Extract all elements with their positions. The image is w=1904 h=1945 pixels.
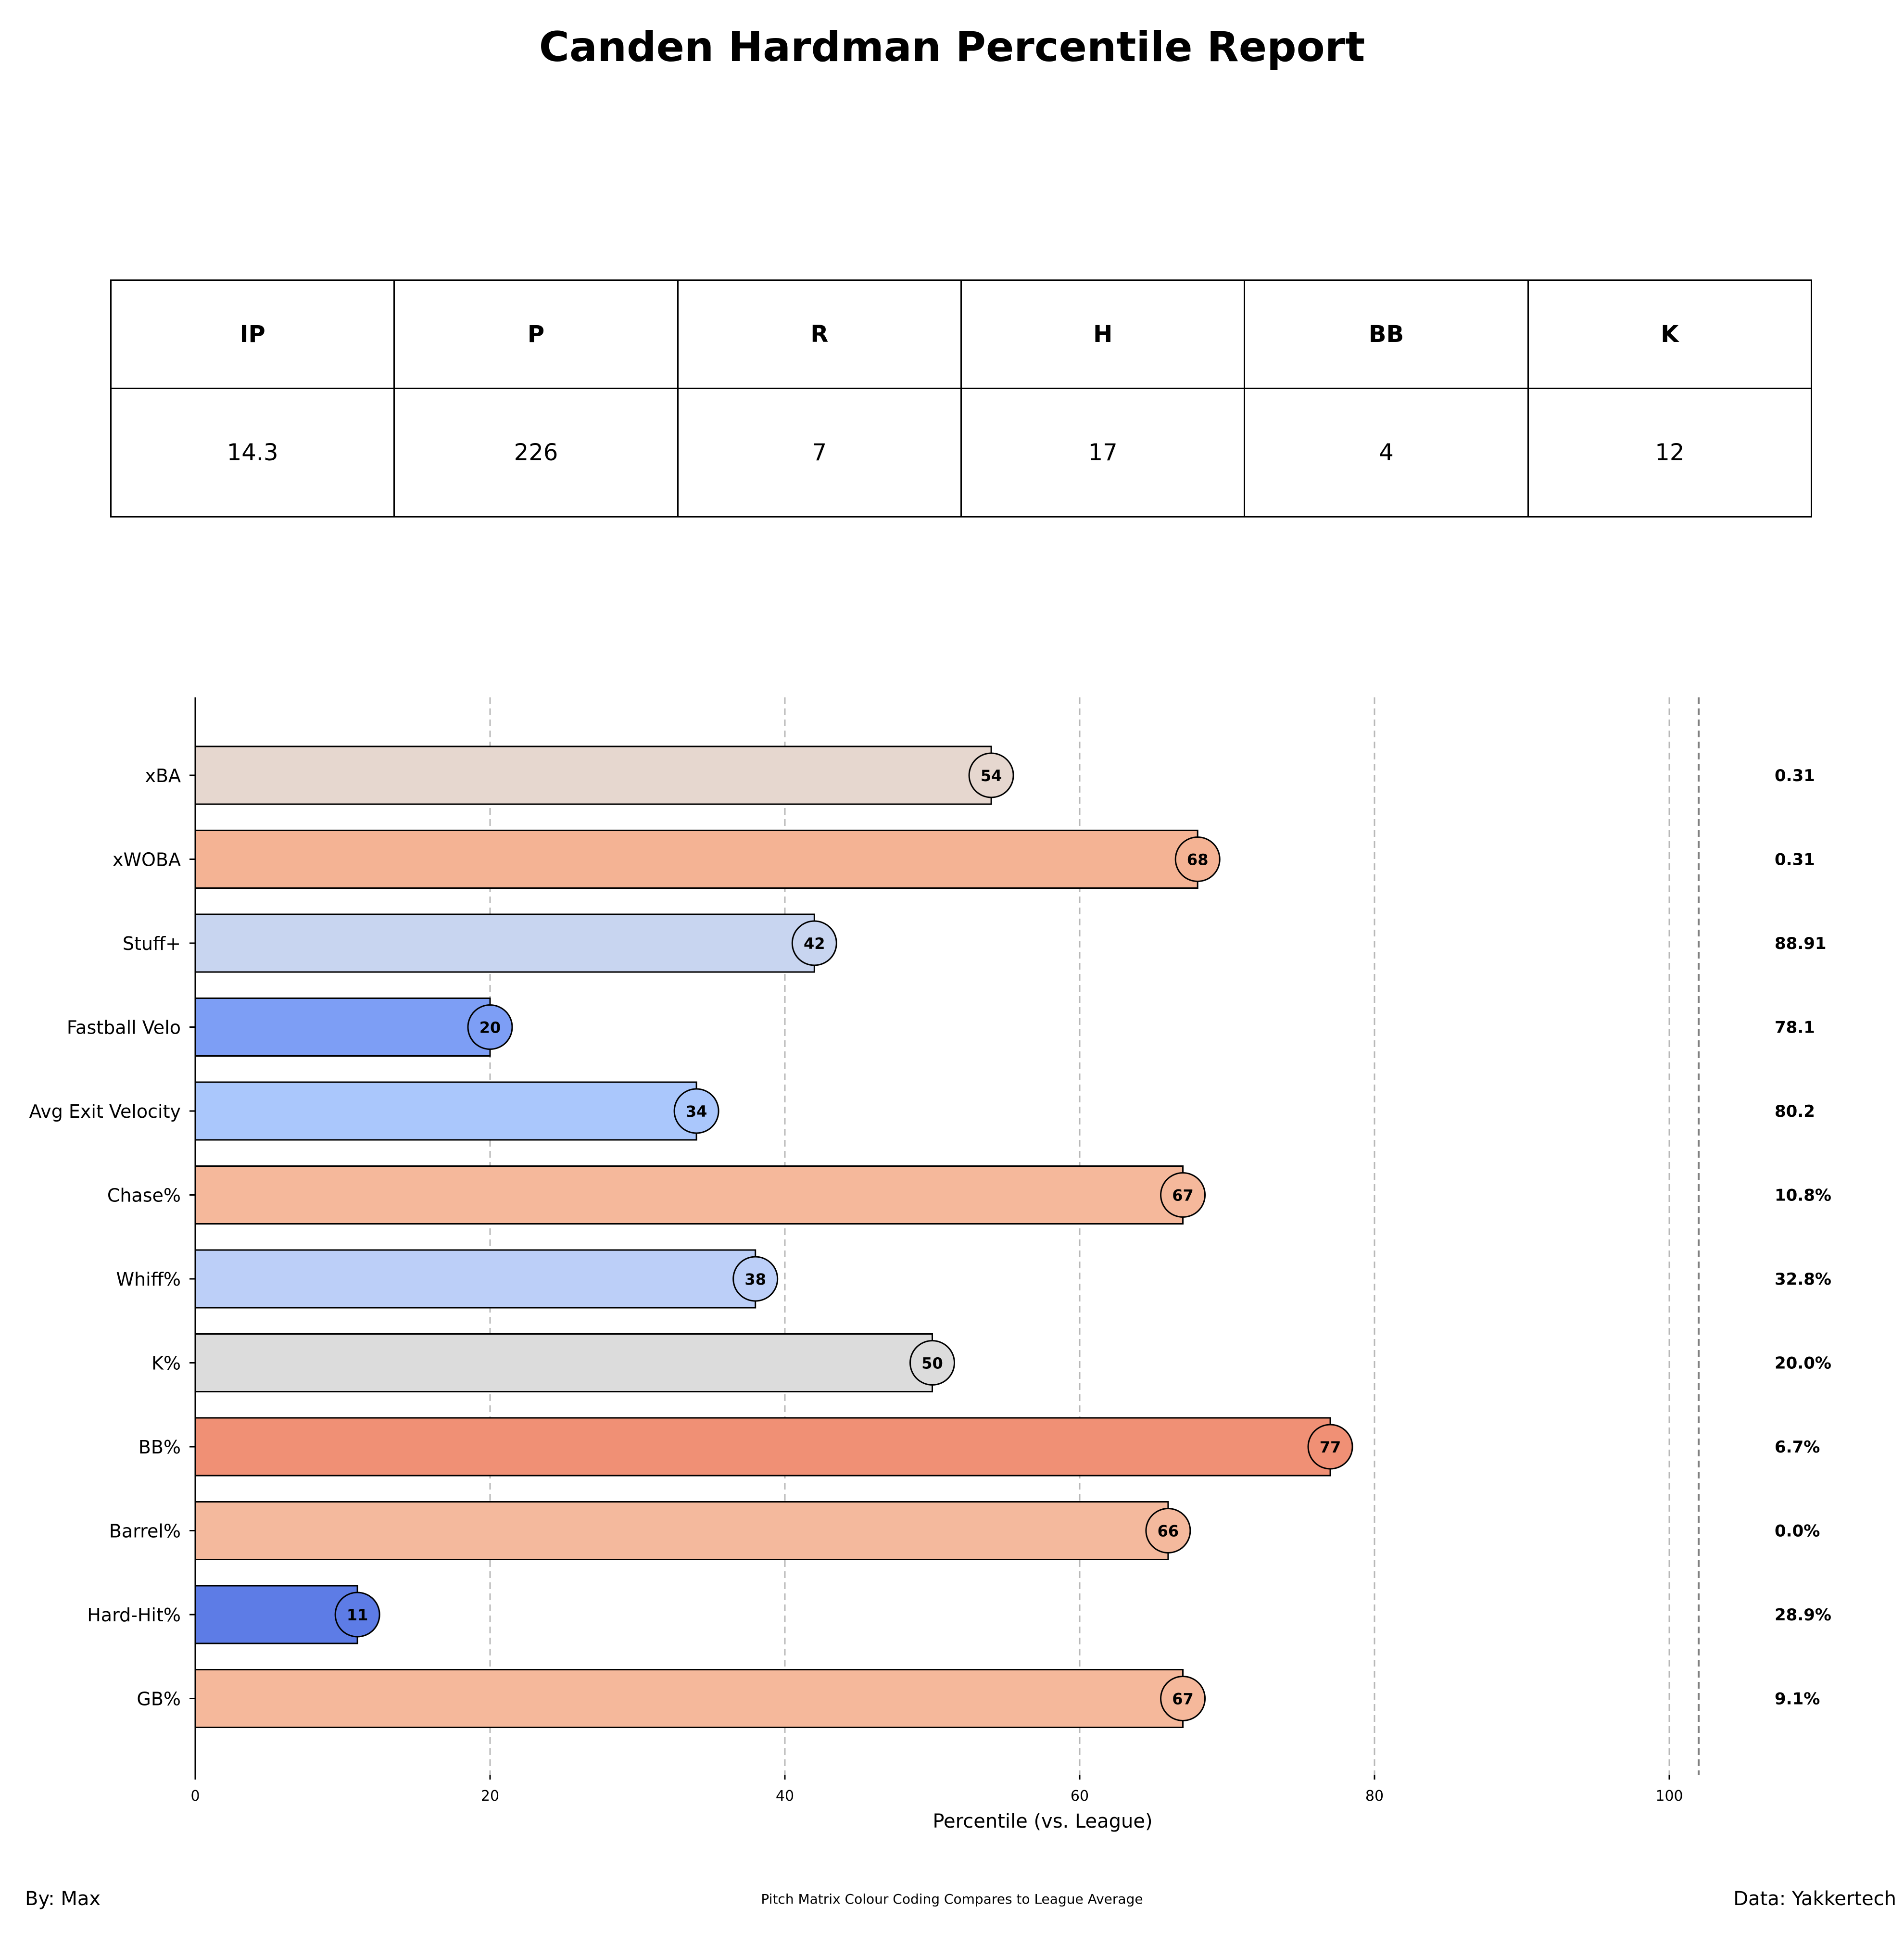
stats-header-bb: BB bbox=[1244, 279, 1529, 389]
stats-table: IP P R H BB K 14.3 226 7 17 4 12 bbox=[110, 279, 1813, 518]
percentile-marker bbox=[673, 1088, 719, 1134]
footer-source: Data: Yakkertech bbox=[1733, 1888, 1896, 1910]
stats-value-ip: 14.3 bbox=[110, 388, 395, 518]
category-label: BB% bbox=[139, 1437, 181, 1458]
percentile-label: 38 bbox=[744, 1270, 766, 1288]
bar bbox=[194, 913, 815, 973]
category-label: Chase% bbox=[107, 1185, 181, 1206]
percentile-label: 54 bbox=[981, 767, 1002, 785]
raw-value-label: 0.0% bbox=[1775, 1522, 1820, 1541]
percentile-label: 20 bbox=[479, 1019, 501, 1037]
bar bbox=[194, 1333, 933, 1392]
stats-value-p: 226 bbox=[393, 388, 679, 518]
percentile-label: 67 bbox=[1172, 1187, 1194, 1205]
raw-value-label: 0.31 bbox=[1775, 850, 1815, 870]
category-label: Barrel% bbox=[109, 1521, 181, 1542]
stats-value-r: 7 bbox=[677, 388, 962, 518]
footer-note: Pitch Matrix Colour Coding Compares to L… bbox=[761, 1891, 1143, 1907]
percentile-marker bbox=[1307, 1424, 1353, 1470]
percentile-marker bbox=[1160, 1172, 1206, 1218]
bar bbox=[194, 1417, 1331, 1477]
stats-header-r: R bbox=[677, 279, 962, 389]
x-tick-label: 100 bbox=[1655, 1788, 1683, 1805]
category-label: xBA bbox=[145, 765, 181, 786]
percentile-label: 42 bbox=[804, 935, 825, 953]
bar bbox=[194, 1585, 358, 1644]
x-axis-label: Percentile (vs. League) bbox=[933, 1810, 1152, 1832]
raw-value-label: 32.8% bbox=[1775, 1270, 1831, 1289]
bar bbox=[194, 1501, 1169, 1560]
stats-header-ip: IP bbox=[110, 279, 395, 389]
percentile-marker bbox=[1160, 1676, 1206, 1721]
percentile-marker bbox=[467, 1004, 513, 1050]
category-label: K% bbox=[151, 1353, 181, 1374]
x-tick-label: 40 bbox=[776, 1788, 794, 1805]
raw-value-label: 80.2 bbox=[1775, 1102, 1815, 1121]
percentile-label: 11 bbox=[347, 1606, 368, 1624]
bar bbox=[194, 830, 1198, 889]
percentile-label: 77 bbox=[1320, 1438, 1341, 1456]
raw-value-label: 78.1 bbox=[1775, 1018, 1815, 1037]
bar bbox=[194, 1249, 757, 1309]
percentile-label: 67 bbox=[1172, 1690, 1194, 1708]
percentile-marker bbox=[732, 1256, 779, 1302]
category-label: Hard-Hit% bbox=[87, 1604, 181, 1626]
stats-header-row: IP P R H BB K bbox=[110, 279, 1813, 389]
percentile-marker bbox=[334, 1591, 380, 1638]
x-tick-label: 80 bbox=[1365, 1788, 1384, 1805]
stats-header-h: H bbox=[960, 279, 1246, 389]
raw-value-label: 9.1% bbox=[1775, 1690, 1820, 1709]
bar bbox=[194, 998, 491, 1057]
percentile-marker bbox=[1145, 1508, 1191, 1553]
x-tick-label: 20 bbox=[481, 1788, 499, 1805]
raw-value-label: 20.0% bbox=[1775, 1354, 1831, 1373]
category-label: Whiff% bbox=[116, 1269, 181, 1290]
chart-title: Canden Hardman Percentile Report bbox=[539, 23, 1365, 71]
bar bbox=[194, 1165, 1184, 1225]
bar bbox=[194, 745, 992, 805]
x-tick-label: 0 bbox=[190, 1788, 200, 1805]
stats-value-bb: 4 bbox=[1244, 388, 1529, 518]
category-label: Fastball Velo bbox=[67, 1017, 181, 1038]
percentile-marker bbox=[791, 920, 837, 966]
x-tick-label: 60 bbox=[1071, 1788, 1089, 1805]
stats-value-h: 17 bbox=[960, 388, 1246, 518]
stats-value-row: 14.3 226 7 17 4 12 bbox=[110, 388, 1813, 518]
percentile-label: 68 bbox=[1187, 851, 1209, 869]
percentile-marker bbox=[909, 1340, 955, 1386]
stats-header-p: P bbox=[393, 279, 679, 389]
percentile-marker bbox=[1174, 836, 1221, 882]
raw-value-label: 88.91 bbox=[1775, 934, 1827, 953]
percentile-bar-chart: 0 20 40 60 80 100 Percentile (vs. League) 54 xBA… bbox=[29, 697, 1831, 1832]
footer-author: By: Max bbox=[25, 1888, 101, 1910]
stats-header-k: K bbox=[1527, 279, 1813, 389]
raw-value-label: 0.31 bbox=[1775, 766, 1815, 785]
category-label: GB% bbox=[137, 1689, 181, 1710]
stats-value-k: 12 bbox=[1527, 388, 1813, 518]
raw-value-label: 28.9% bbox=[1775, 1605, 1831, 1625]
category-label: Stuff+ bbox=[123, 933, 181, 954]
percentile-label: 34 bbox=[686, 1102, 707, 1121]
percentile-marker bbox=[968, 752, 1014, 798]
raw-value-label: 10.8% bbox=[1775, 1186, 1831, 1205]
bar bbox=[194, 1081, 697, 1141]
bar bbox=[194, 1669, 1184, 1728]
raw-value-label: 6.7% bbox=[1775, 1438, 1820, 1457]
category-label: Avg Exit Velocity bbox=[29, 1101, 181, 1122]
category-label: xWOBA bbox=[113, 849, 181, 871]
percentile-label: 66 bbox=[1158, 1522, 1179, 1541]
percentile-label: 50 bbox=[921, 1354, 943, 1373]
